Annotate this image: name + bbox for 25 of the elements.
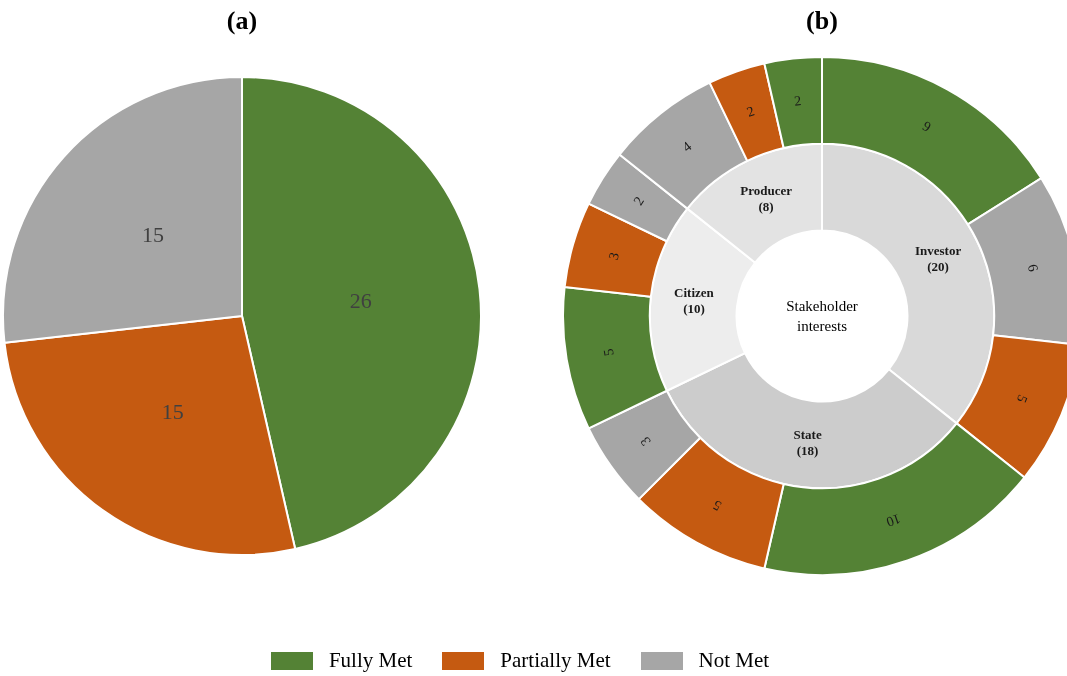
data-label: 3 [637,434,654,449]
data-label: 10 [884,510,903,530]
data-label: 15 [161,399,184,425]
data-label: 5 [710,497,724,514]
data-label: 4 [679,138,695,155]
data-label: 3 [605,250,623,262]
data-label: Citizen (10) [674,284,715,316]
data-label: Producer (8) [740,183,793,215]
chart-title: (b) [805,6,839,36]
text: Stakeholder interests [785,297,859,336]
data-label: 26 [349,288,372,314]
data-label: 15 [141,222,164,248]
legend-label: Fully Met [328,648,413,673]
data-label: 9 [920,118,934,135]
legend-label: Not Met [698,648,770,673]
data-label: 6 [1024,262,1042,273]
chart-title: (a) [225,6,259,36]
data-label: State (18) [793,427,822,459]
data-label: 5 [1013,392,1031,405]
data-label: Investor (20) [914,243,962,275]
legend-label: Partially Met [500,648,611,673]
data-label: 2 [744,103,757,120]
data-label: 5 [600,347,617,357]
data-label: 2 [630,193,647,208]
data-label: 2 [793,93,803,109]
